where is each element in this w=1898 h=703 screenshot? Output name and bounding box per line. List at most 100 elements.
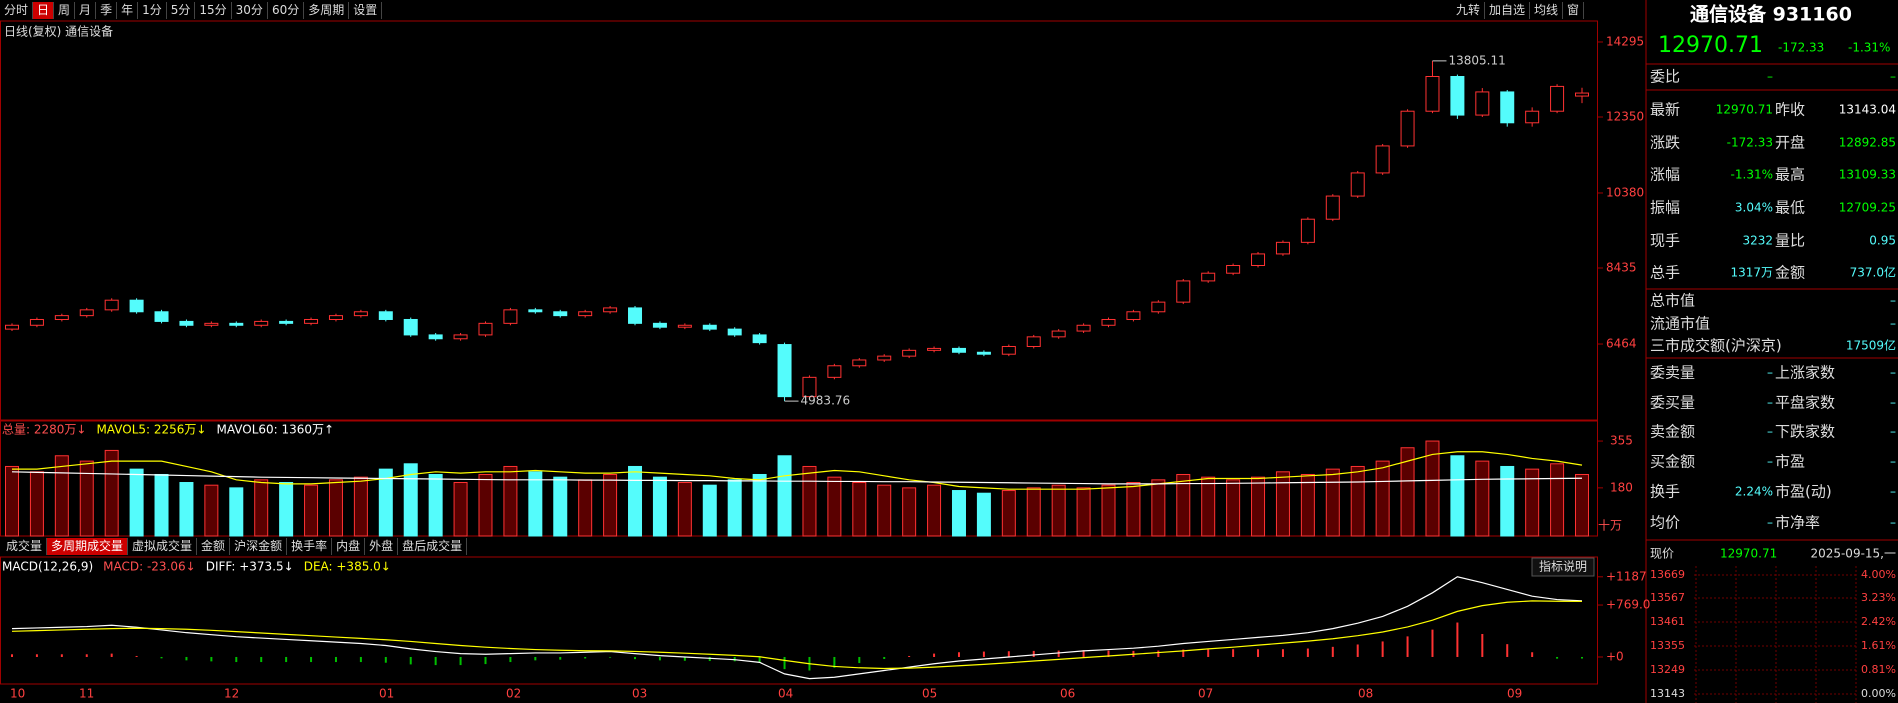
mini-left-tick: 13567 xyxy=(1650,591,1685,604)
candle-body xyxy=(104,299,119,311)
field-value: -1.31% xyxy=(1731,168,1773,182)
period-button[interactable]: 年 xyxy=(117,2,139,19)
candle-body xyxy=(528,309,543,313)
candle-body xyxy=(229,322,244,326)
volume-bar xyxy=(603,473,618,537)
period-button[interactable]: 多周期 xyxy=(304,2,350,19)
series-line xyxy=(11,471,1583,485)
candle-body xyxy=(79,309,94,317)
indicator-tab[interactable]: 外盘 xyxy=(365,538,399,555)
period-button[interactable]: 季 xyxy=(96,2,118,19)
indicator-tab[interactable]: 沪深金额 xyxy=(230,538,288,555)
field-label: 平盘家数 xyxy=(1775,394,1835,412)
volume-bar xyxy=(453,482,468,537)
candle-body xyxy=(1026,336,1041,347)
legend-entry: MACD(12,26,9) xyxy=(2,560,93,574)
candle-body xyxy=(951,347,966,353)
field-label: 均价 xyxy=(1650,514,1680,532)
volume-bar xyxy=(553,476,568,537)
volume-bar xyxy=(528,471,543,537)
period-button[interactable]: 1分 xyxy=(138,2,167,19)
period-button[interactable]: 月 xyxy=(75,2,97,19)
help-text[interactable]: 指标说明 xyxy=(1539,559,1587,574)
field-value: – xyxy=(1890,294,1896,308)
y-tick-label: 12350 xyxy=(1606,109,1644,123)
field-label: 开盘 xyxy=(1775,134,1805,152)
period-button[interactable]: 5分 xyxy=(167,2,196,19)
field-value: 3232 xyxy=(1742,234,1773,248)
indicator-tab[interactable]: 成交量 xyxy=(2,538,48,555)
candle-body xyxy=(378,311,393,320)
candle-body xyxy=(328,315,343,320)
volume-bar xyxy=(1475,460,1490,537)
candle-body xyxy=(927,347,942,351)
volume-bar xyxy=(1450,455,1465,537)
period-button[interactable]: 日 xyxy=(33,2,55,19)
field-value: – xyxy=(1767,70,1773,84)
volume-bar xyxy=(1425,440,1440,537)
field-value: 737.0亿 xyxy=(1850,265,1896,280)
indicator-tab[interactable]: 盘后成交量 xyxy=(398,538,468,555)
volume-bar xyxy=(1176,473,1191,537)
y-tick-label: 6464 xyxy=(1606,337,1637,351)
tool-button[interactable]: 均线 xyxy=(1530,2,1564,19)
y-tick-label: +0 xyxy=(1606,649,1624,663)
intraday-label: 现价 xyxy=(1650,547,1674,561)
volume-bar xyxy=(428,473,443,537)
indicator-tab[interactable]: 虚拟成交量 xyxy=(128,538,198,555)
tool-button[interactable]: 窗 xyxy=(1563,2,1585,19)
y-tick-label: 355 xyxy=(1610,434,1633,448)
indicator-tab[interactable]: 多周期成交量 xyxy=(47,538,129,555)
quote-price: 12970.71 xyxy=(1658,33,1763,58)
volume-unit: 十万 xyxy=(1598,519,1622,533)
mini-right-tick: 0.81% xyxy=(1861,663,1896,676)
field-value: – xyxy=(1890,396,1896,410)
period-button[interactable]: 15分 xyxy=(195,2,232,19)
volume-bar xyxy=(976,492,991,537)
volume-bar xyxy=(1226,479,1241,537)
help-button[interactable] xyxy=(1531,557,1595,577)
period-button[interactable]: 60分 xyxy=(268,2,305,19)
legend-entry: MACD: -23.06↓ xyxy=(103,560,196,574)
right-toolbar: 九转 加自选 均线窗 xyxy=(1452,1,1585,20)
candle-body xyxy=(403,318,418,336)
y-tick-label: +769.0 xyxy=(1606,598,1650,612)
x-tick-label: 10 xyxy=(10,687,25,701)
mini-right-tick: 0.00% xyxy=(1861,687,1896,700)
candle-body xyxy=(5,324,19,330)
volume-bar xyxy=(254,479,269,537)
volume-bar xyxy=(1375,460,1390,537)
volume-bar xyxy=(827,476,842,537)
indicator-tab[interactable]: 换手率 xyxy=(287,538,333,555)
candle-body xyxy=(827,365,842,378)
field-value: – xyxy=(1890,516,1896,530)
field-value: 12709.25 xyxy=(1839,201,1896,215)
intraday-date: 2025-09-15,一 xyxy=(1810,547,1896,561)
indicator-tab[interactable]: 内盘 xyxy=(332,538,366,555)
field-label: 委卖量 xyxy=(1650,364,1695,382)
volume-bar xyxy=(1350,465,1365,537)
mini-left-tick: 13669 xyxy=(1650,568,1685,581)
mini-right-tick: 1.61% xyxy=(1861,639,1896,652)
candle-body xyxy=(1425,76,1440,112)
tool-button[interactable]: 加自选 xyxy=(1485,2,1531,19)
candle-body xyxy=(453,334,468,340)
mini-right-tick: 3.23% xyxy=(1861,591,1896,604)
candle-body xyxy=(578,311,593,317)
volume-bar xyxy=(378,468,393,537)
period-button[interactable]: 设置 xyxy=(349,2,383,19)
candle-body xyxy=(802,376,817,398)
indicator-tab[interactable]: 金额 xyxy=(197,538,231,555)
field-value: 13143.04 xyxy=(1839,103,1896,117)
candle-body xyxy=(702,324,717,330)
tool-button[interactable]: 九转 xyxy=(1452,2,1486,19)
period-button[interactable]: 30分 xyxy=(232,2,268,19)
mini-left-tick: 13143 xyxy=(1650,687,1685,700)
volume-bar xyxy=(727,479,742,537)
candle-body xyxy=(1126,311,1141,320)
field-label: 三市成交额(沪深京) xyxy=(1650,337,1782,355)
period-button[interactable]: 周 xyxy=(54,2,76,19)
period-button[interactable]: 分时 xyxy=(0,2,34,19)
volume-bar xyxy=(877,484,892,537)
field-value: – xyxy=(1890,366,1896,380)
